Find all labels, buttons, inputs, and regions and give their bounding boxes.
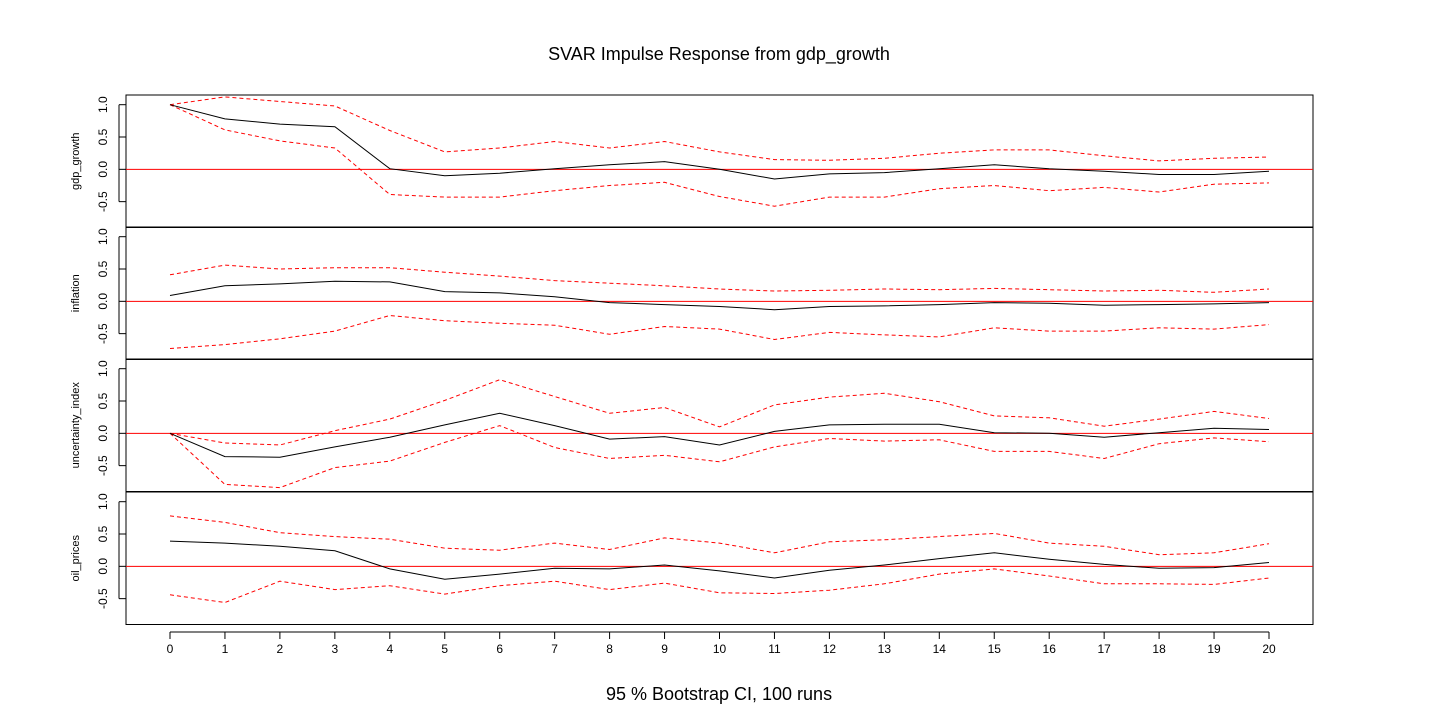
x-tick-label: 16 — [1043, 642, 1057, 656]
y-tick-label: 1.0 — [96, 360, 110, 377]
y-tick-label: 0.0 — [96, 558, 110, 575]
x-axis: 0 1 2 3 4 5 6 7 8 9 10 11 12 13 14 15 16 17 18 19 20 — [167, 631, 1276, 656]
x-tick-label: 14 — [933, 642, 947, 656]
chart-title: SVAR Impulse Response from gdp_growth — [548, 44, 890, 65]
panel-uncertainty_index: -0.5 0.0 0.5 1.0 uncertainty_index — [70, 358, 1314, 492]
y-tick-label: -0.5 — [96, 191, 110, 212]
ci-lower-line — [169, 425, 1270, 489]
ci-upper-line — [169, 515, 1270, 556]
x-tick-label: 8 — [606, 642, 613, 656]
x-tick-label: 19 — [1207, 642, 1221, 656]
x-tick-label: 11 — [768, 642, 781, 656]
x-tick-label: 20 — [1262, 642, 1276, 656]
ci-lower-line — [169, 568, 1270, 604]
panel-frame — [125, 94, 1314, 228]
y-tick-label: 0.0 — [96, 161, 110, 178]
x-tick-label: 10 — [713, 642, 727, 656]
x-tick-label: 0 — [167, 642, 174, 656]
panel-gdp_growth: -0.5 0.0 0.5 1.0 gdp_growth — [70, 94, 1314, 228]
x-tick-label: 15 — [988, 642, 1002, 656]
y-tick-label: 0.5 — [96, 128, 110, 145]
y-tick-label: 0.5 — [96, 392, 110, 409]
x-tick-label: 3 — [332, 642, 339, 656]
panel-frame — [125, 491, 1314, 625]
panel-ylabel: uncertainty_index — [70, 382, 82, 469]
ci-upper-line — [169, 264, 1270, 293]
panel-ylabel: inflation — [70, 274, 82, 312]
y-tick-label: -0.5 — [96, 588, 110, 609]
y-tick-label: 1.0 — [96, 228, 110, 245]
x-tick-label: 1 — [222, 642, 229, 656]
x-tick-label: 13 — [878, 642, 892, 656]
x-tick-label: 17 — [1097, 642, 1111, 656]
panel-ylabel: gdp_growth — [70, 133, 82, 191]
y-tick-label: 0.0 — [96, 293, 110, 310]
x-axis-label: 95 % Bootstrap CI, 100 runs — [606, 684, 832, 704]
x-tick-label: 12 — [823, 642, 837, 656]
response-line — [169, 540, 1270, 580]
panel-frame — [125, 358, 1314, 492]
y-tick-label: 0.5 — [96, 260, 110, 277]
y-tick-label: -0.5 — [96, 323, 110, 344]
panel-inflation: -0.5 0.0 0.5 1.0 inflation — [70, 226, 1314, 360]
y-tick-label: 0.0 — [96, 425, 110, 442]
x-tick-label: 7 — [551, 642, 558, 656]
ci-lower-line — [169, 104, 1270, 207]
x-tick-label: 4 — [386, 642, 393, 656]
panel-frame — [125, 226, 1314, 360]
x-tick-label: 5 — [441, 642, 448, 656]
ci-lower-line — [169, 314, 1270, 349]
x-tick-label: 2 — [277, 642, 284, 656]
x-tick-label: 9 — [661, 642, 668, 656]
panels-group: -0.5 0.0 0.5 1.0 gdp_growth -0.5 0.0 0.5 1.0 infl… — [70, 94, 1314, 625]
response-line — [169, 104, 1270, 180]
panel-oil_prices: -0.5 0.0 0.5 1.0 oil_prices — [70, 491, 1314, 625]
x-tick-label: 18 — [1152, 642, 1166, 656]
response-line — [169, 412, 1270, 458]
y-tick-label: 1.0 — [96, 493, 110, 510]
x-tick-label: 6 — [496, 642, 503, 656]
response-line — [169, 280, 1270, 311]
y-tick-label: 1.0 — [96, 96, 110, 113]
panel-ylabel: oil_prices — [70, 535, 82, 582]
ci-upper-line — [169, 379, 1270, 446]
y-tick-label: 0.5 — [96, 525, 110, 542]
ci-upper-line — [169, 96, 1270, 162]
y-tick-label: -0.5 — [96, 455, 110, 476]
